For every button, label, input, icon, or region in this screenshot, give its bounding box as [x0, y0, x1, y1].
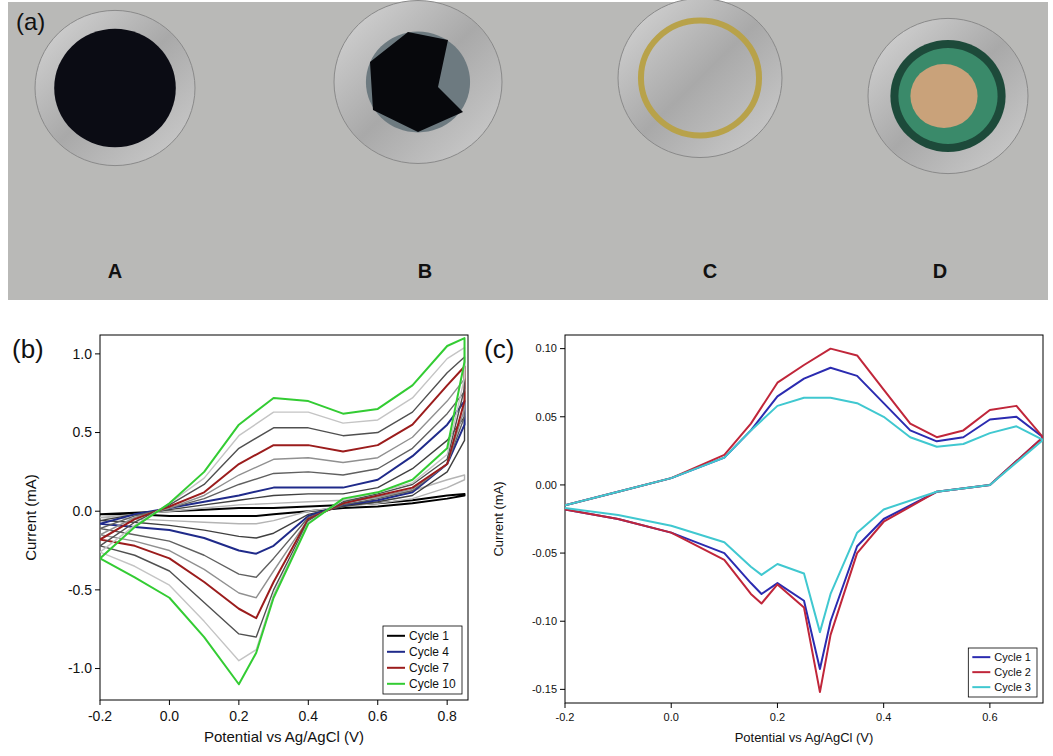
series-group	[565, 349, 1043, 692]
legend-swatch	[972, 671, 990, 673]
legend-label: Cycle 3	[994, 681, 1031, 693]
y-tick	[560, 348, 565, 349]
cv-curve	[100, 417, 465, 538]
x-tick	[565, 703, 566, 708]
x-tick-label: 0.0	[664, 711, 679, 723]
plot-frame	[100, 335, 468, 700]
x-tick-label: 0.2	[229, 708, 249, 724]
disc-label: B	[418, 260, 432, 282]
y-tick	[95, 511, 100, 512]
legend: Cycle 1 Cycle 2 Cycle 3	[968, 648, 1037, 697]
y-tick	[560, 416, 565, 417]
legend-swatch	[387, 683, 405, 685]
cv-curve	[100, 401, 465, 554]
x-tick-label: 0.8	[437, 708, 457, 724]
x-tick	[308, 700, 309, 705]
x-tick-label: 0.6	[982, 711, 997, 723]
y-tick-label: -0.15	[532, 683, 557, 695]
disc-label: A	[108, 260, 122, 282]
panel-letter: (b)	[12, 334, 44, 364]
y-tick	[560, 621, 565, 622]
cv-curve	[565, 349, 1043, 692]
panel-letter: (a)	[16, 8, 45, 35]
y-tick-label: 0.5	[73, 424, 93, 440]
cv-curve	[565, 368, 1043, 669]
y-tick	[560, 553, 565, 554]
x-tick	[169, 700, 170, 705]
legend-label: Cycle 1	[409, 629, 449, 643]
electrode-disc	[334, 1, 502, 164]
x-axis-title: Potential vs Ag/AgCl (V)	[204, 728, 364, 745]
disc-label: C	[703, 260, 717, 282]
y-tick	[95, 353, 100, 354]
cv-curve	[565, 398, 1043, 632]
legend-label: Cycle 2	[994, 666, 1031, 678]
x-tick	[883, 703, 884, 708]
legend-swatch	[387, 635, 405, 637]
x-tick	[447, 700, 448, 705]
series-group	[100, 338, 465, 684]
photo-panel: A B C D (a)	[8, 0, 1048, 300]
legend-swatch	[387, 651, 405, 653]
x-tick-label: -0.2	[556, 711, 575, 723]
x-tick	[777, 703, 778, 708]
legend: Cycle 1 Cycle 4 Cycle 7 Cycle 10	[383, 626, 462, 694]
plot-frame	[565, 335, 1043, 703]
x-tick-label: 0.4	[876, 711, 891, 723]
y-tick-label: -0.5	[68, 582, 92, 598]
y-tick-label: 0.05	[536, 411, 557, 423]
y-tick-label: 1.0	[73, 346, 93, 362]
y-axis-title: Current (mA)	[491, 481, 506, 556]
y-tick	[95, 589, 100, 590]
x-tick	[100, 700, 101, 705]
legend-box	[968, 648, 1037, 697]
chart-panel: (b) -0.2 0.0 0.2 0.4 0.6 0.8 -1.0 -0.5 0.0 0.5 1.0 P…	[12, 334, 468, 745]
legend-swatch	[387, 667, 405, 669]
x-tick	[238, 700, 239, 705]
figure: A B C D (a) (b) -0.2 0.0 0.2 0.4 0.6 0.8 -1.0 -0.5 0.0…	[0, 0, 1053, 756]
panel-letter: (c)	[484, 334, 514, 364]
y-tick-label: 0.0	[73, 503, 93, 519]
x-tick-label: 0.2	[770, 711, 785, 723]
electrode-disc	[618, 0, 782, 158]
x-tick	[989, 703, 990, 708]
y-tick	[95, 432, 100, 433]
legend-swatch	[972, 656, 990, 658]
y-tick-label: -0.05	[532, 547, 557, 559]
y-tick	[560, 689, 565, 690]
y-tick	[95, 668, 100, 669]
y-tick-label: -1.0	[68, 660, 92, 676]
legend-box	[383, 626, 462, 694]
disc-label: D	[933, 260, 947, 282]
cv-curve	[100, 348, 465, 661]
electrode-disc	[868, 18, 1028, 173]
photo-background	[8, 2, 1048, 300]
y-tick-label: 0.10	[536, 342, 557, 354]
chart-panel: (c) -0.2 0.0 0.2 0.4 0.6 -0.15 -0.10 -0.05 0.00 0.…	[484, 334, 1043, 745]
legend-label: Cycle 1	[994, 651, 1031, 663]
y-axis-title: Current (mA)	[22, 474, 39, 561]
legend-label: Cycle 7	[409, 661, 449, 675]
x-tick	[671, 703, 672, 708]
x-axis-title: Potential vs Ag/AgCl (V)	[735, 730, 874, 745]
legend-label: Cycle 10	[409, 677, 456, 691]
cv-curve	[100, 475, 465, 524]
legend-label: Cycle 4	[409, 645, 449, 659]
y-tick-label: 0.00	[536, 479, 557, 491]
x-tick-label: 0.0	[160, 708, 180, 724]
x-tick-label: 0.4	[299, 708, 319, 724]
y-tick	[560, 484, 565, 485]
x-tick-label: 0.6	[368, 708, 388, 724]
x-tick-label: -0.2	[88, 708, 112, 724]
electrode-disc	[35, 10, 195, 165]
cv-curve	[100, 338, 465, 684]
x-tick	[377, 700, 378, 705]
legend-swatch	[972, 686, 990, 688]
y-tick-label: -0.10	[532, 615, 557, 627]
